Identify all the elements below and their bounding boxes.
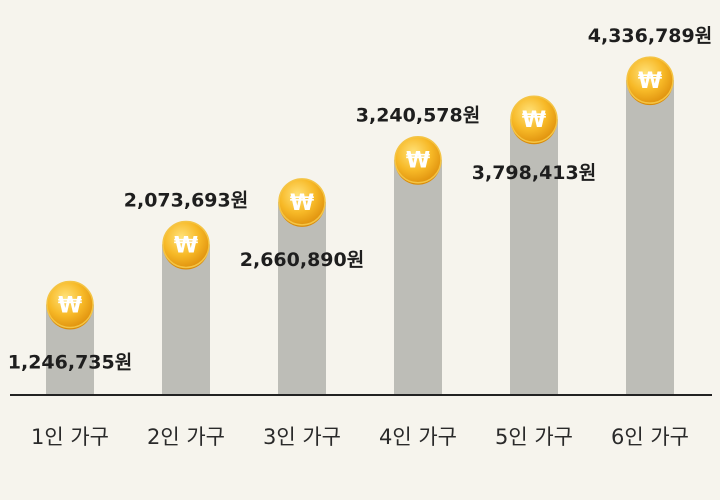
won-coin-icon: ₩ — [162, 220, 210, 270]
svg-text:₩: ₩ — [638, 69, 662, 94]
category-label-2: 2인 가구 — [147, 425, 225, 449]
value-labels: 1,246,735원 2,073,693원 2,660,890원 3,240,578원… — [8, 25, 712, 373]
won-coin-icon: ₩ — [626, 56, 674, 106]
bar-3 — [278, 201, 326, 395]
won-coin-icon: ₩ — [394, 135, 442, 185]
won-coin-icon: ₩ — [46, 280, 94, 330]
bars — [46, 80, 674, 396]
value-label-1: 1,246,735원 — [8, 351, 132, 373]
svg-text:₩: ₩ — [290, 191, 314, 216]
svg-text:₩: ₩ — [522, 108, 546, 133]
won-coin-icon: ₩ — [278, 178, 326, 227]
value-label-3: 2,660,890원 — [240, 249, 364, 271]
category-label-3: 3인 가구 — [263, 425, 341, 449]
category-label-1: 1인 가구 — [31, 425, 109, 449]
bar-2 — [162, 244, 210, 395]
won-coin-icon: ₩ — [510, 95, 558, 145]
svg-text:₩: ₩ — [58, 293, 82, 318]
category-label-6: 6인 가구 — [611, 425, 689, 449]
bar-5 — [510, 119, 558, 395]
category-labels: 1인 가구 2인 가구 3인 가구 4인 가구 5인 가구 6인 가구 — [31, 425, 689, 449]
value-label-2: 2,073,693원 — [124, 189, 248, 211]
svg-text:₩: ₩ — [406, 149, 430, 174]
svg-text:₩: ₩ — [174, 233, 198, 258]
category-label-4: 4인 가구 — [379, 425, 457, 449]
value-label-4: 3,240,578원 — [356, 105, 480, 127]
value-label-6: 4,336,789원 — [588, 25, 712, 47]
bar-6 — [626, 80, 674, 396]
category-label-5: 5인 가구 — [495, 425, 573, 449]
bar-4 — [394, 159, 442, 395]
value-label-5: 3,798,413원 — [472, 162, 596, 184]
coin-markers: ₩ ₩ ₩ ₩ ₩ ₩ — [46, 56, 674, 330]
